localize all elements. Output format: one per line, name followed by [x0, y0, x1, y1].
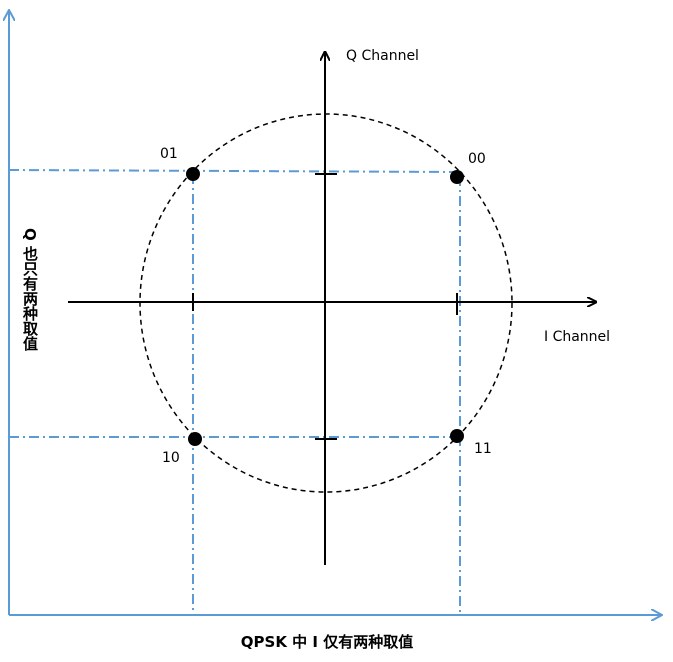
i-axis-label: I Channel: [544, 329, 610, 345]
point-label: 10: [162, 450, 180, 466]
bottom-caption: QPSK 中 I 仅有两种取值: [241, 633, 413, 651]
point-label: 00: [468, 151, 486, 167]
guide-lines: [8, 169, 461, 615]
constellation-points: [186, 167, 464, 446]
point-label: 01: [160, 146, 178, 162]
point-label: 11: [474, 441, 492, 457]
left-caption: Q 也只有两种取值: [21, 228, 39, 351]
q-axis-label: Q Channel: [346, 48, 419, 64]
ticks: [192, 173, 458, 440]
